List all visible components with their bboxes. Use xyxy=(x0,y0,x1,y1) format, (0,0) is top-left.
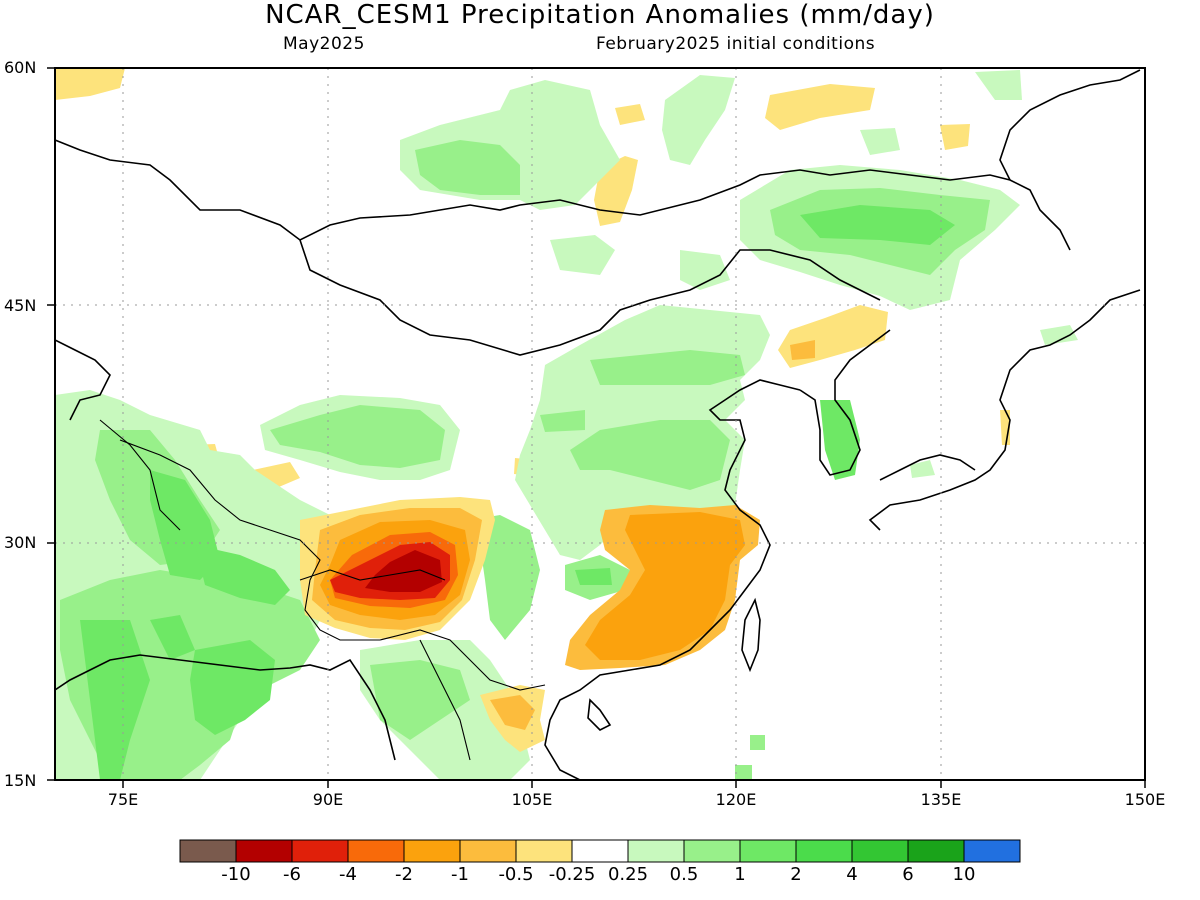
anomaly-patch xyxy=(490,695,535,730)
colorbar-swatch xyxy=(739,839,797,863)
anomaly-fields xyxy=(55,68,1078,780)
colorbar-tick-label: -0.25 xyxy=(548,864,596,885)
anomaly-patch xyxy=(550,235,615,275)
lat-label-45n: 45N xyxy=(4,296,37,315)
tick-marks xyxy=(47,67,1146,788)
anomaly-patch xyxy=(195,545,290,605)
lon-label-150e: 150E xyxy=(1124,790,1166,809)
anomaly-patch xyxy=(575,568,612,585)
colorbar-tick-label: 10 xyxy=(952,864,976,885)
anomaly-patch xyxy=(540,410,585,432)
colorbar-tick-label: 0.5 xyxy=(669,864,699,885)
colorbar-tick-label: -2 xyxy=(395,864,413,885)
anomaly-patch xyxy=(270,405,445,468)
colorbar-swatch xyxy=(963,839,1021,863)
anomaly-patch xyxy=(800,205,955,245)
colorbar-swatch xyxy=(795,839,853,863)
lon-label-75e: 75E xyxy=(107,790,139,809)
colorbar-swatch xyxy=(459,839,517,863)
colorbar-tick-label: -4 xyxy=(339,864,357,885)
anomaly-patch xyxy=(680,250,730,290)
colorbar-tick-label: -10 xyxy=(221,864,251,885)
colorbar-swatch xyxy=(571,839,629,863)
anomaly-patch xyxy=(765,84,875,130)
initial-conditions: February2025 initial conditions xyxy=(596,34,876,54)
anomaly-patch xyxy=(570,420,730,490)
colorbar-tick-label: 0.25 xyxy=(607,864,649,885)
colorbar xyxy=(179,839,1021,863)
colorbar-tick-label: -0.5 xyxy=(498,864,534,885)
anomaly-patch xyxy=(55,68,125,100)
lat-label-60n: 60N xyxy=(4,58,37,77)
country-borders xyxy=(99,419,546,761)
colorbar-swatch xyxy=(179,839,237,863)
colorbar-tick-label: 6 xyxy=(902,864,914,885)
coastlines xyxy=(55,69,1141,780)
anomaly-patch xyxy=(190,640,275,735)
colorbar-tick-label: 1 xyxy=(734,864,746,885)
lat-label-15n: 15N xyxy=(4,771,37,790)
gridlines xyxy=(55,68,1145,780)
lon-label-135e: 135E xyxy=(920,790,962,809)
map-title: NCAR_CESM1 Precipitation Anomalies (mm/d… xyxy=(265,0,935,30)
colorbar-tick-label: -1 xyxy=(451,864,469,885)
lon-label-90e: 90E xyxy=(312,790,344,809)
anomaly-patch xyxy=(590,350,745,385)
colorbar-swatch xyxy=(235,839,293,863)
colorbar-swatch xyxy=(291,839,349,863)
colorbar-swatch xyxy=(907,839,965,863)
lat-label-30n: 30N xyxy=(4,533,37,552)
anomaly-patch xyxy=(860,128,900,155)
colorbar-swatch xyxy=(347,839,405,863)
anomaly-patch xyxy=(80,620,150,780)
colorbar-swatch xyxy=(403,839,461,863)
anomaly-patch xyxy=(735,765,752,780)
anomaly-patch xyxy=(662,75,735,165)
colorbar-swatch xyxy=(683,839,741,863)
lon-label-105e: 105E xyxy=(511,790,553,809)
anomaly-patch xyxy=(750,735,765,750)
anomaly-patch xyxy=(365,550,442,592)
colorbar-tick-label: 4 xyxy=(846,864,858,885)
colorbar-swatch xyxy=(851,839,909,863)
anomaly-patch xyxy=(1040,325,1078,345)
anomaly-patch xyxy=(585,512,745,660)
map-frame xyxy=(54,67,1146,781)
lon-label-120e: 120E xyxy=(715,790,757,809)
anomaly-patch xyxy=(790,340,815,360)
anomaly-patch xyxy=(370,660,470,740)
colorbar-swatch xyxy=(627,839,685,863)
colorbar-tick-label: 2 xyxy=(790,864,802,885)
forecast-month: May2025 xyxy=(283,34,365,54)
anomaly-patch xyxy=(940,124,970,150)
colorbar-swatch xyxy=(515,839,573,863)
anomaly-patch xyxy=(615,104,645,125)
anomaly-patch xyxy=(415,140,520,195)
anomaly-patch xyxy=(150,615,195,660)
anomaly-patch xyxy=(910,460,935,478)
anomaly-patch xyxy=(975,70,1022,100)
colorbar-tick-label: -6 xyxy=(283,864,301,885)
